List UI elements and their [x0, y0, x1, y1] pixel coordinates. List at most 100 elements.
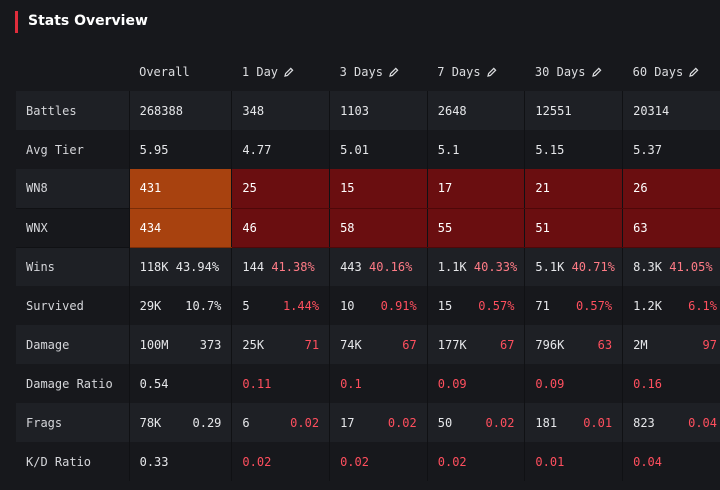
table-cell: 2648: [427, 91, 526, 130]
table-cell: 823 0.04: [622, 403, 720, 442]
stats-table: Overall 1 Day 3 Days 7 Days 30 Days 60 D…: [16, 52, 720, 481]
table-cell: 5.37: [622, 130, 720, 169]
pencil-icon[interactable]: [591, 67, 602, 77]
row-label: Wins: [16, 247, 130, 286]
row-label: K/D Ratio: [16, 442, 130, 481]
column-header-7-days[interactable]: 7 Days: [427, 52, 525, 91]
table-cell: 1.1K 40.33%: [427, 247, 526, 286]
table-cell: 74K 67: [329, 325, 428, 364]
table-cell: 25K 71: [231, 325, 331, 364]
cell-total: 823: [633, 415, 655, 430]
table-cell: 0.1: [329, 364, 428, 403]
cell-average: 373: [199, 337, 222, 352]
row-label: Damage: [16, 325, 130, 364]
cell-total: 17: [340, 415, 355, 430]
cell-average: 0.29: [192, 415, 222, 430]
table-cell: 50 0.02: [427, 403, 526, 442]
table-cell: 5 1.44%: [231, 286, 331, 325]
table-row-wins: Wins 118K 43.94% 144 41.38% 443 40.16% 1…: [16, 247, 720, 286]
table-cell: 20314: [622, 91, 720, 130]
cell-count: 8.3K: [633, 259, 662, 274]
cell-percent: 10.7%: [185, 298, 222, 313]
cell-total: 25K: [242, 337, 265, 352]
table-cell: 0.54: [129, 364, 233, 403]
table-cell: 118K 43.94%: [129, 247, 233, 286]
cell-percent: 41.05%: [669, 259, 713, 274]
cell-average: 0.02: [485, 415, 515, 430]
table-cell: 0.04: [622, 442, 720, 481]
column-header-3-days[interactable]: 3 Days: [330, 52, 428, 91]
table-cell: 15: [329, 169, 428, 209]
cell-percent: 43.94%: [175, 259, 220, 274]
column-header-text: 30 Days: [534, 64, 586, 79]
row-label: Battles: [16, 91, 130, 130]
table-cell: 100M 373: [129, 325, 233, 364]
table-cell: 15 0.57%: [427, 286, 526, 325]
table-cell: 181 0.01: [524, 403, 624, 442]
table-row-damage: Damage 100M 373 25K 71 74K 67 177K 67 796K 63…: [16, 325, 720, 364]
page-title: Stats Overview: [28, 13, 148, 29]
pencil-icon[interactable]: [689, 67, 699, 77]
row-label: WN8: [16, 169, 130, 209]
pencil-icon[interactable]: [486, 67, 497, 77]
cell-count: 1.1K: [437, 259, 467, 274]
cell-average: 0.04: [688, 415, 717, 430]
cell-percent: 6.1%: [688, 298, 717, 313]
table-cell: 177K 67: [427, 325, 526, 364]
cell-count: 5.1K: [535, 259, 565, 274]
table-cell: 8.3K 41.05%: [622, 247, 720, 286]
table-cell: 1.2K 6.1%: [622, 286, 720, 325]
cell-average: 0.02: [290, 415, 320, 430]
cell-count: 5: [242, 298, 250, 313]
table-cell: 5.95: [129, 130, 233, 169]
pencil-icon[interactable]: [389, 67, 399, 77]
table-row-damage-ratio: Damage Ratio 0.54 0.11 0.1 0.09 0.09 0.1…: [16, 364, 720, 403]
table-row-wn8: WN8 431 25 15 17 21 26: [16, 169, 720, 209]
table-cell: 71 0.57%: [524, 286, 624, 325]
row-label: Avg Tier: [16, 130, 130, 169]
cell-average: 0.02: [387, 415, 417, 430]
table-cell: 5.1K 40.71%: [524, 247, 624, 286]
table-cell: 21: [524, 169, 624, 209]
cell-total: 2M: [633, 337, 648, 352]
cell-percent: 40.33%: [473, 259, 518, 274]
column-header-30-days[interactable]: 30 Days: [525, 52, 623, 91]
table-cell: 55: [427, 208, 526, 248]
table-cell: 46: [231, 208, 331, 248]
pencil-icon[interactable]: [284, 67, 294, 77]
table-cell: 51: [524, 208, 624, 248]
cell-total: 50: [437, 415, 453, 430]
column-header-overall: Overall: [129, 52, 232, 91]
column-header-text: 1 Day: [241, 64, 279, 79]
table-cell: 26: [622, 169, 720, 209]
row-label: Damage Ratio: [16, 364, 130, 403]
table-cell: 0.16: [622, 364, 720, 403]
table-cell: 4.77: [231, 130, 331, 169]
column-header-text: 60 Days: [632, 64, 684, 79]
cell-percent: 0.91%: [380, 298, 417, 313]
table-cell: 348: [231, 91, 331, 130]
column-header-text: Overall: [139, 64, 190, 79]
cell-count: 71: [535, 298, 550, 313]
cell-count: 15: [437, 298, 453, 313]
table-row-kd-ratio: K/D Ratio 0.33 0.02 0.02 0.02 0.01 0.04: [16, 442, 720, 481]
column-header-text: 3 Days: [339, 64, 383, 79]
table-cell: 0.02: [329, 442, 428, 481]
stats-overview-header: Stats Overview: [0, 0, 720, 46]
cell-average: 0.01: [583, 415, 613, 430]
cell-count: 443: [340, 259, 362, 274]
table-cell: 144 41.38%: [231, 247, 331, 286]
table-row-avg-tier: Avg Tier 5.95 4.77 5.01 5.1 5.15 5.37: [16, 130, 720, 169]
cell-percent: 1.44%: [282, 298, 320, 313]
cell-count: 29K: [139, 298, 162, 313]
column-header-60-days[interactable]: 60 Days: [623, 52, 720, 91]
table-cell: 17: [427, 169, 526, 209]
table-header-row: Overall 1 Day 3 Days 7 Days 30 Days 60 D…: [16, 52, 720, 91]
table-row-battles: Battles 268388 348 1103 2648 12551 20314: [16, 91, 720, 130]
table-cell: 58: [329, 208, 428, 248]
table-cell: 0.09: [427, 364, 526, 403]
cell-count: 118K: [139, 259, 169, 274]
column-header-1-day[interactable]: 1 Day: [232, 52, 330, 91]
cell-average: 67: [499, 337, 515, 352]
table-cell: 5.15: [524, 130, 624, 169]
